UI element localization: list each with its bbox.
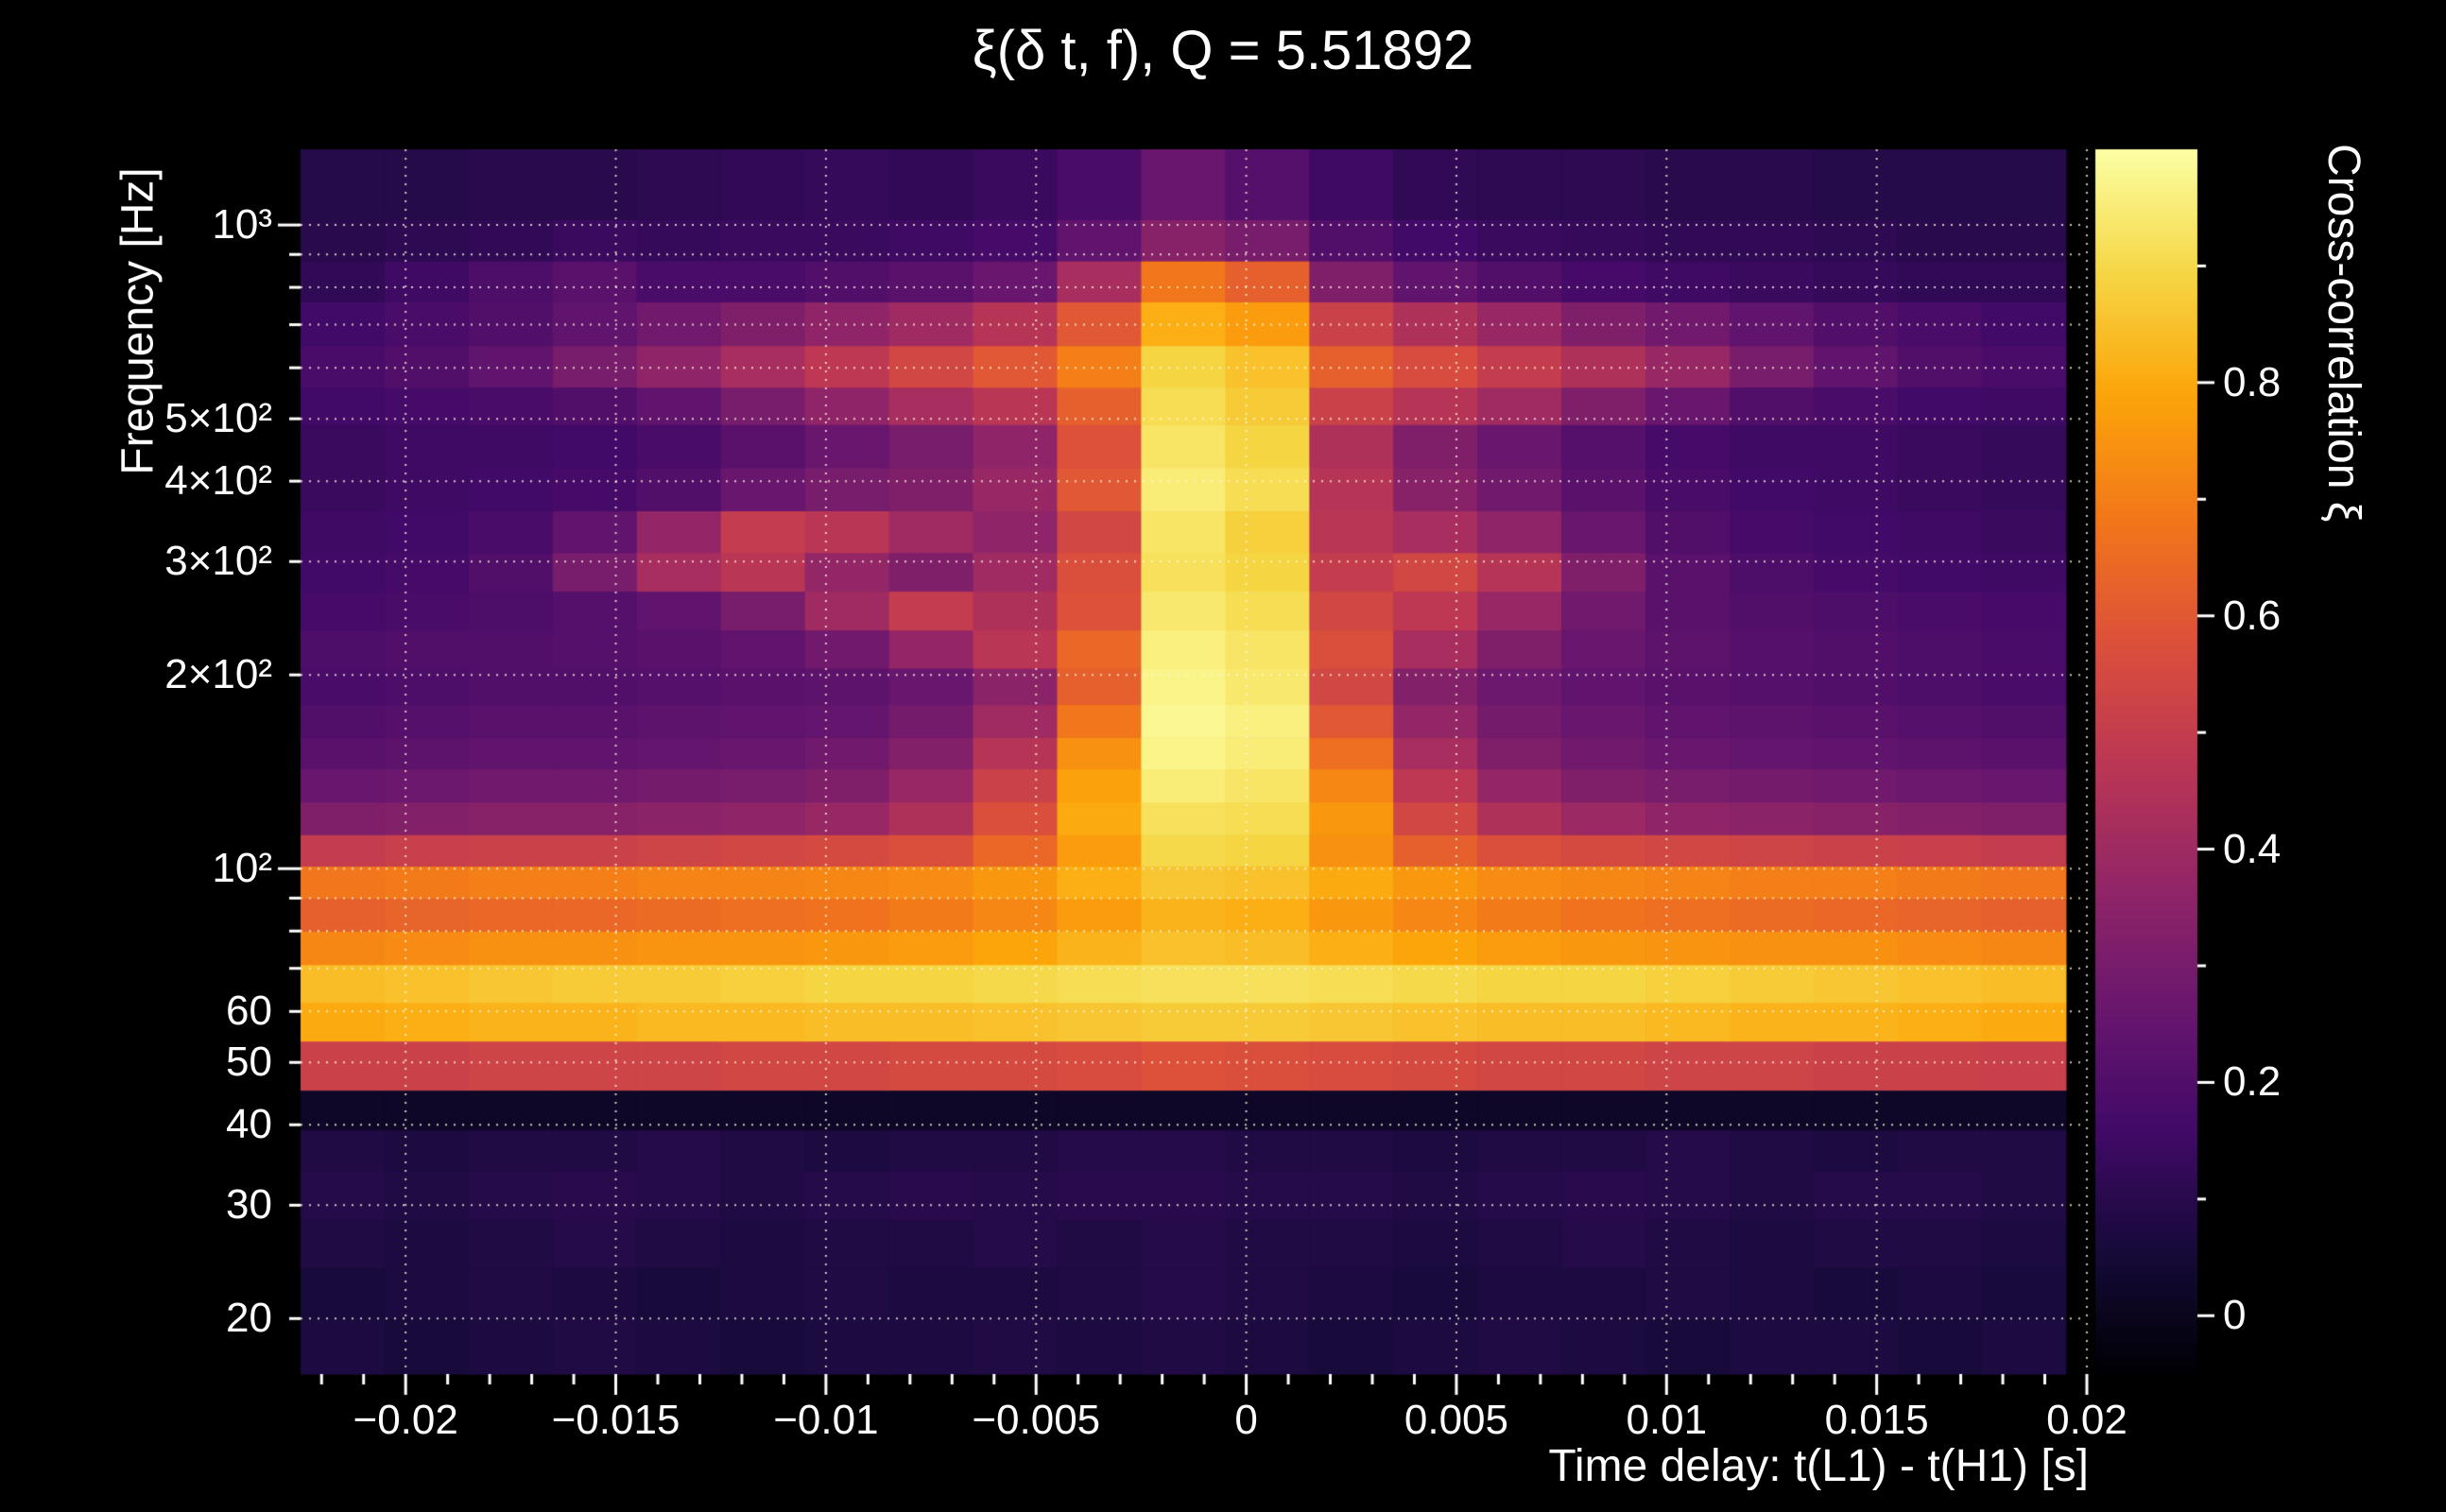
x-axis-title: Time delay: t(L1) - t(H1) [s]: [1548, 1441, 2089, 1491]
y-axis-title: Frequency [Hz]: [112, 167, 164, 475]
colorbar-title: Cross-correlation ξ: [2318, 144, 2368, 523]
chart-title: ξ(δ t, f), Q = 5.51892: [972, 20, 1474, 81]
